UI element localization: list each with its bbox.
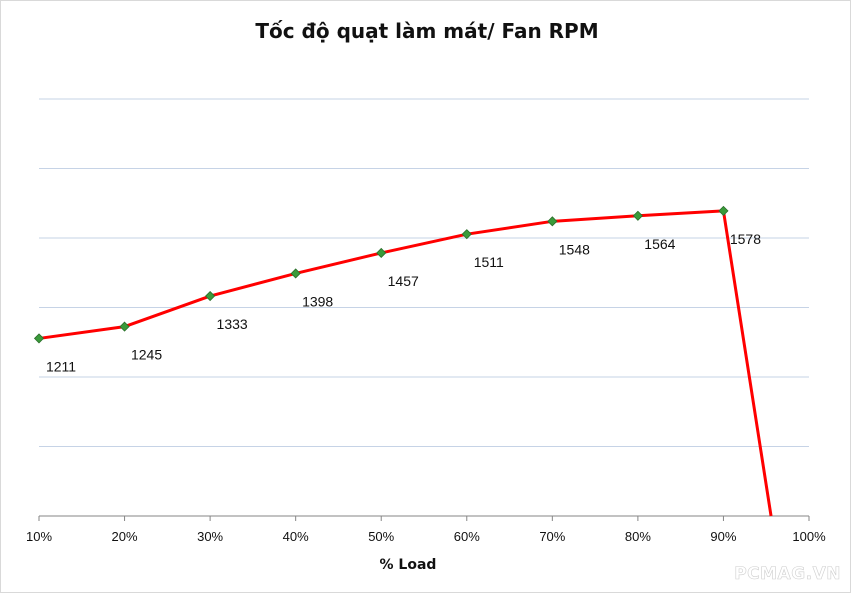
gridlines: [39, 98, 809, 447]
data-point-marker: [33, 333, 45, 344]
data-point-marker: [718, 205, 729, 216]
fan-rpm-line: [38, 209, 773, 517]
data-point-marker: [461, 229, 472, 240]
x-tick-label: 50%: [368, 529, 394, 544]
x-tick-label: 100%: [792, 529, 826, 544]
x-tick-label: 90%: [710, 529, 736, 544]
data-point-marker: [376, 247, 387, 259]
x-tick-label: 60%: [454, 529, 480, 544]
x-tick-label: 80%: [625, 529, 651, 544]
data-point-marker: [547, 216, 558, 227]
data-point-marker: [290, 268, 301, 279]
data-label: 1245: [131, 347, 162, 363]
data-label: 1333: [217, 316, 248, 332]
x-axis-label: % Load: [380, 557, 437, 573]
chart-title: Tốc độ quạt làm mát/ Fan RPM: [255, 19, 598, 43]
x-tick-label: 30%: [197, 529, 223, 544]
data-label: 1457: [388, 273, 419, 289]
data-label: 1578: [730, 231, 761, 247]
data-point-marker: [205, 290, 216, 302]
data-label: 1398: [302, 293, 333, 309]
x-tick-label: 10%: [26, 529, 52, 544]
watermark-text: PCMAG.VN: [734, 564, 841, 584]
data-label: 1211: [46, 358, 76, 374]
series-markers: [33, 205, 729, 344]
x-tick-label: 40%: [283, 529, 309, 544]
data-labels: 1211 1245 1333 1398 1457 1511 1548 1564 1578: [46, 231, 761, 375]
x-axis: 10% 20% 30% 40% 50% 60% 70% 80% 90% 100%: [26, 515, 826, 544]
x-tick-label: 70%: [539, 529, 565, 544]
data-point-marker: [632, 210, 643, 221]
data-label: 1511: [474, 254, 504, 270]
series-line: [38, 209, 773, 517]
data-label: 1548: [559, 241, 590, 257]
data-point-marker: [119, 321, 130, 332]
x-tick-label: 20%: [112, 529, 138, 544]
data-label: 1564: [644, 236, 675, 252]
